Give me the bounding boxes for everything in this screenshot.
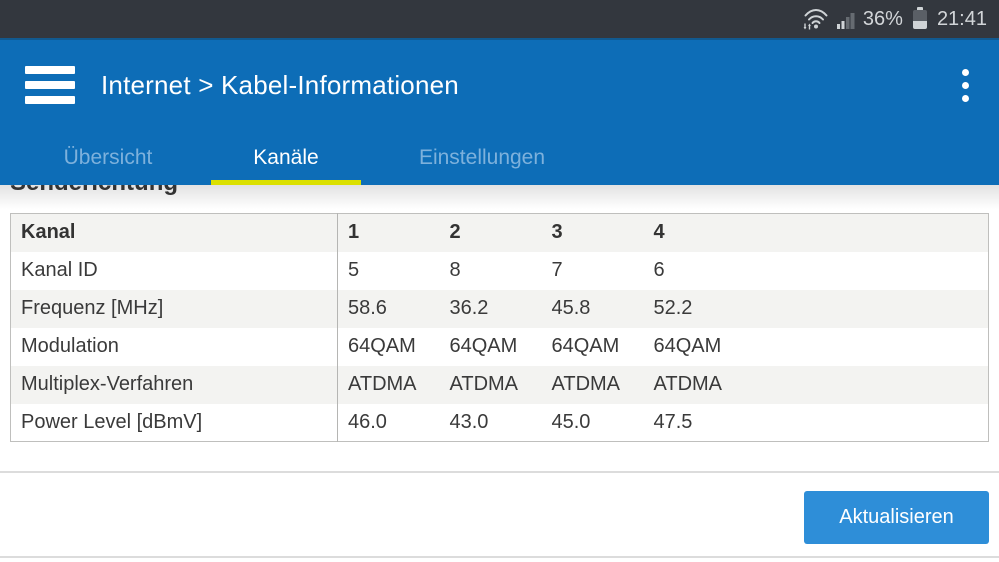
- table-row: Power Level [dBmV] 46.0 43.0 45.0 47.5: [10, 403, 989, 442]
- value-cell: ATDMA: [551, 373, 621, 395]
- value-cell: 45.8: [551, 297, 591, 319]
- battery-percent: 36%: [862, 7, 903, 30]
- status-bar: 36% 21:41: [0, 0, 999, 38]
- table-header-label: Kanal: [10, 213, 338, 252]
- hamburger-icon[interactable]: [25, 66, 75, 104]
- page-title: Internet > Kabel-Informationen: [101, 69, 459, 100]
- value-cell: 52.2: [653, 297, 693, 319]
- table-header-channel-4: 4: [653, 221, 665, 244]
- header-top: Internet > Kabel-Informationen: [0, 40, 999, 130]
- value-cell: 47.5: [653, 410, 693, 433]
- value-cell: 64QAM: [449, 335, 518, 357]
- row-label-cell: Modulation: [10, 327, 338, 366]
- value-cell: 46.0: [348, 410, 387, 433]
- row-label-cell: Power Level [dBmV]: [10, 403, 338, 442]
- value-cell: 6: [653, 259, 665, 281]
- tab-bar: Übersicht Kanäle Einstellungen: [0, 130, 999, 185]
- table-row: Kanal ID 5 8 7 6: [10, 251, 989, 290]
- value-cell: 7: [551, 259, 563, 281]
- battery-icon: [912, 6, 927, 29]
- section-divider: [0, 471, 999, 473]
- table-header-channel-3: 3: [551, 221, 563, 244]
- row-label-cell: Frequenz [MHz]: [10, 289, 338, 328]
- value-cell: 45.0: [551, 410, 591, 433]
- table-body: Kanal ID 5 8 7 6 Frequenz [MHz] 58.6 36.2 45.8 52…: [10, 251, 989, 442]
- row-label-cell: Kanal ID: [10, 251, 338, 290]
- value-cell: 64QAM: [551, 335, 620, 357]
- value-cell: ATDMA: [348, 373, 417, 395]
- row-label-cell: Multiplex-Verfahren: [10, 365, 338, 404]
- mobile-signal-icon: [836, 9, 855, 29]
- value-cell: 64QAM: [348, 335, 416, 357]
- value-cell: 5: [348, 259, 360, 281]
- value-cell: 36.2: [449, 297, 489, 319]
- value-cell: 8: [449, 259, 461, 281]
- channel-table: Kanal 1 2 3 4 Kanal ID 5 8 7 6 Frequenz [MHz] 58.6…: [10, 213, 989, 442]
- tab-uebersicht[interactable]: Übersicht: [63, 145, 153, 169]
- tab-einstellungen[interactable]: Einstellungen: [418, 145, 546, 169]
- content-area: Senderichtung Kanal 1 2 3 4 Kanal ID 5 8 7 6 Freq…: [0, 185, 999, 558]
- refresh-button[interactable]: Aktualisieren: [804, 491, 989, 544]
- bottom-divider: [0, 556, 999, 558]
- clock-text: 21:41: [936, 7, 987, 30]
- value-cell: 58.6: [348, 297, 387, 319]
- app-header: Internet > Kabel-Informationen Übersicht…: [0, 38, 999, 185]
- value-cell: ATDMA: [653, 373, 723, 395]
- table-header-channel-2: 2: [449, 221, 461, 244]
- tab-kanaele[interactable]: Kanäle: [211, 130, 361, 185]
- button-row: Aktualisieren: [0, 491, 999, 544]
- section-heading-clipped: Senderichtung: [10, 185, 999, 198]
- section-heading: Senderichtung: [10, 185, 999, 198]
- table-header-channel-1: 1: [348, 221, 360, 244]
- table-row: Frequenz [MHz] 58.6 36.2 45.8 52.2: [10, 289, 989, 328]
- wifi-arrows-icon: [802, 6, 829, 32]
- value-cell: 43.0: [449, 410, 489, 433]
- table-header-row: Kanal 1 2 3 4: [10, 213, 989, 252]
- table-row: Modulation 64QAM 64QAM 64QAM 64QAM: [10, 327, 989, 366]
- value-cell: ATDMA: [449, 373, 519, 395]
- kebab-menu-icon[interactable]: [958, 65, 973, 106]
- value-cell: 64QAM: [653, 335, 722, 357]
- table-row: Multiplex-Verfahren ATDMA ATDMA ATDMA ATDMA: [10, 365, 989, 404]
